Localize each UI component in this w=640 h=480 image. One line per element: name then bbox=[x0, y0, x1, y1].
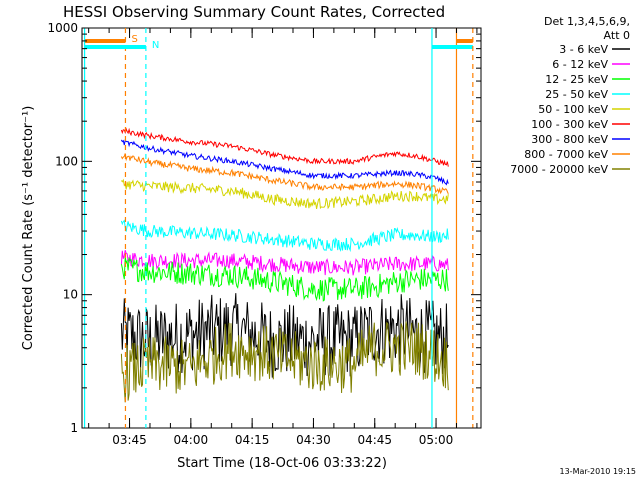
y-tick-label: 100 bbox=[55, 154, 78, 168]
y-tick-label: 1 bbox=[70, 421, 78, 435]
legend-label-8: 7000 - 20000 keV bbox=[510, 163, 608, 176]
x-tick-label: 03:45 bbox=[112, 433, 147, 447]
axis-layer: 1 10 100 1000 03:45 04:00 04:15 04:30 04:45 05:00 bbox=[47, 21, 481, 447]
y-tick-label: 10 bbox=[63, 288, 78, 302]
series-line-4 bbox=[121, 178, 449, 210]
legend-label-2: 12 - 25 keV bbox=[545, 73, 608, 86]
series-line-0 bbox=[120, 293, 449, 378]
series-line-5 bbox=[120, 127, 449, 167]
series-line-3 bbox=[120, 219, 449, 253]
legend: 3 - 6 keV 6 - 12 keV 12 - 25 keV 25 - 50 ke… bbox=[510, 43, 630, 176]
marker-label-2: N bbox=[152, 40, 159, 51]
x-axis-label: Start Time (18-Oct-06 03:33:22) bbox=[177, 456, 387, 471]
plot-border bbox=[81, 27, 482, 429]
x-tick-label: 04:15 bbox=[235, 433, 270, 447]
x-tick-label: 05:00 bbox=[419, 433, 454, 447]
series-line-6 bbox=[120, 139, 449, 186]
x-tick-label: 04:30 bbox=[296, 433, 331, 447]
series-line-1 bbox=[120, 250, 449, 276]
x-tick-label: 04:45 bbox=[357, 433, 392, 447]
series-line-8 bbox=[120, 321, 449, 403]
legend-label-5: 100 - 300 keV bbox=[531, 118, 608, 131]
series-layer bbox=[120, 127, 449, 403]
legend-header-1: Det 1,3,4,5,6,9, bbox=[544, 15, 630, 28]
series-line-2 bbox=[120, 256, 449, 302]
chart-title: HESSI Observing Summary Count Rates, Cor… bbox=[63, 3, 445, 21]
legend-label-4: 50 - 100 keV bbox=[538, 103, 608, 116]
legend-label-1: 6 - 12 keV bbox=[552, 58, 608, 71]
legend-label-3: 25 - 50 keV bbox=[545, 88, 608, 101]
plot-frame bbox=[81, 27, 482, 429]
series-line-7 bbox=[120, 153, 449, 195]
y-tick-label: 1000 bbox=[47, 21, 78, 35]
y-axis-label: Corrected Count Rate (s⁻¹ detector⁻¹) bbox=[21, 106, 36, 351]
legend-label-6: 300 - 800 keV bbox=[531, 133, 608, 146]
marker-layer: SN bbox=[83, 28, 474, 428]
legend-label-7: 800 - 7000 keV bbox=[524, 148, 608, 161]
marker-label-0: S bbox=[131, 34, 137, 45]
legend-header-2: Att 0 bbox=[604, 29, 630, 42]
footer-date: 13-Mar-2010 19:15 bbox=[560, 467, 637, 476]
legend-label-0: 3 - 6 keV bbox=[559, 43, 608, 56]
x-tick-label: 04:00 bbox=[174, 433, 209, 447]
